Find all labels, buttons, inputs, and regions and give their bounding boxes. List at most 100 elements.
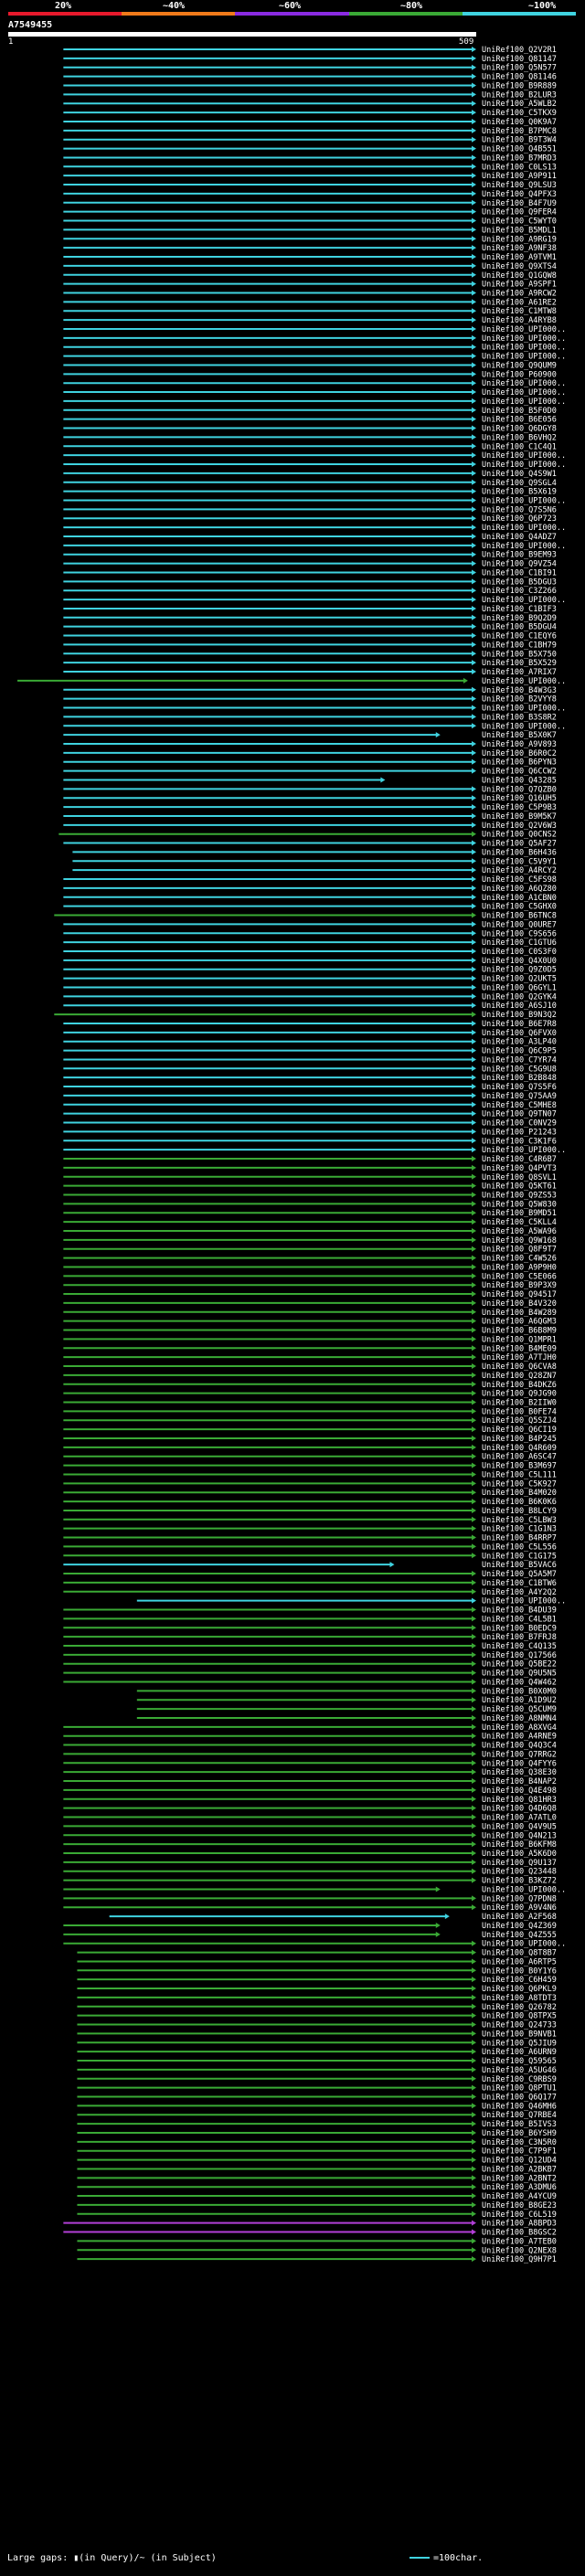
hit-row[interactable]: UniRef100_Q23448 — [63, 1868, 557, 1877]
hit-row[interactable]: UniRef100_C5E066 — [63, 1272, 557, 1281]
hit-row[interactable]: UniRef100_Q81HR3 — [63, 1796, 557, 1805]
hit-row[interactable]: UniRef100_B6E7R8 — [63, 1020, 557, 1029]
hit-row[interactable]: UniRef100_C4Q135 — [63, 1642, 557, 1651]
hit-row[interactable]: UniRef100_C6H459 — [77, 1976, 557, 1985]
hit-row[interactable]: UniRef100_B9T3W4 — [63, 136, 557, 145]
hit-row[interactable]: UniRef100_Q4Q3C4 — [63, 1742, 557, 1751]
hit-row[interactable]: UniRef100_B6R0C2 — [63, 749, 557, 758]
hit-row[interactable]: UniRef100_C5L556 — [63, 1542, 557, 1552]
hit-row[interactable]: UniRef100_A2BKB7 — [77, 2165, 557, 2174]
hit-row[interactable]: UniRef100_Q8SVL1 — [63, 1173, 557, 1182]
hit-row[interactable]: UniRef100_C3N5R0 — [77, 2138, 557, 2147]
hit-row[interactable]: UniRef100_Q2UKT5 — [63, 975, 557, 984]
hit-row[interactable]: UniRef100_Q8TPX5 — [77, 2012, 557, 2021]
hit-row[interactable]: UniRef100_Q7RBE4 — [77, 2111, 557, 2120]
hit-row[interactable]: UniRef100_B9EM93 — [63, 551, 557, 560]
hit-row[interactable]: UniRef100_C5G9U8 — [63, 1065, 557, 1074]
hit-row[interactable]: UniRef100_C0S3F0 — [63, 948, 557, 957]
hit-row[interactable]: UniRef100_Q6Q177 — [77, 2093, 557, 2102]
hit-row[interactable]: UniRef100_C1C4Q1 — [63, 442, 557, 451]
hit-row[interactable]: UniRef100_C1MTW8 — [63, 307, 557, 316]
hit-row[interactable]: UniRef100_C5TKX9 — [63, 109, 557, 118]
hit-row[interactable]: UniRef100_C4L5B1 — [63, 1615, 557, 1624]
hit-row[interactable]: UniRef100_Q4ADZ7 — [63, 533, 557, 542]
hit-row[interactable]: UniRef100_B6E056 — [63, 416, 557, 425]
hit-row[interactable]: UniRef100_UPI000.. — [63, 379, 566, 388]
hit-row[interactable]: UniRef100_C3Z266 — [63, 587, 557, 596]
hit-row[interactable]: UniRef100_Q4X0U0 — [63, 957, 557, 966]
hit-row[interactable]: UniRef100_B5MDL1 — [63, 226, 557, 235]
hit-row[interactable]: UniRef100_A5K6D0 — [63, 1850, 557, 1859]
hit-row[interactable]: UniRef100_C5LBW3 — [63, 1516, 557, 1525]
hit-row[interactable]: UniRef100_Q5A5M7 — [63, 1570, 557, 1579]
hit-row[interactable]: UniRef100_Q6GYL1 — [63, 983, 557, 992]
hit-row[interactable]: UniRef100_Q9H7P1 — [77, 2255, 557, 2264]
hit-row[interactable]: UniRef100_C1G1N3 — [63, 1525, 557, 1534]
hit-row[interactable]: UniRef100_Q6C9P5 — [63, 1047, 557, 1056]
hit-row[interactable]: UniRef100_A9TVM1 — [63, 253, 557, 262]
hit-row[interactable]: UniRef100_Q5W830 — [63, 1200, 557, 1209]
hit-row[interactable]: UniRef100_Q9ZS53 — [63, 1191, 557, 1200]
hit-row[interactable]: UniRef100_Q4W462 — [63, 1678, 557, 1687]
hit-row[interactable]: UniRef100_Q24733 — [77, 2021, 557, 2030]
hit-row[interactable]: UniRef100_Q4B551 — [63, 145, 557, 154]
hit-row[interactable]: UniRef100_Q6CVA8 — [63, 1362, 557, 1372]
hit-row[interactable]: UniRef100_B8GE23 — [77, 2201, 557, 2210]
hit-row[interactable]: UniRef100_C4R6B7 — [63, 1155, 557, 1164]
hit-row[interactable]: UniRef100_Q16UH5 — [63, 794, 557, 803]
hit-row[interactable]: UniRef100_B9Q2D9 — [63, 614, 557, 623]
hit-row[interactable]: UniRef100_C1EQY6 — [63, 632, 557, 641]
hit-row[interactable]: UniRef100_Q6PKL9 — [77, 1985, 557, 1994]
hit-row[interactable]: UniRef100_Q43285 — [63, 776, 557, 785]
hit-row[interactable]: UniRef100_A8BPD3 — [63, 2220, 557, 2229]
hit-row[interactable]: UniRef100_Q2V6W3 — [63, 822, 557, 831]
hit-row[interactable]: UniRef100_Q6P723 — [63, 514, 557, 524]
hit-row[interactable]: UniRef100_B9NVB1 — [77, 2030, 557, 2039]
hit-row[interactable]: UniRef100_UPI000.. — [63, 705, 566, 714]
hit-row[interactable]: UniRef100_Q0CNS2 — [58, 831, 557, 840]
hit-row[interactable]: UniRef100_Q2NEX8 — [77, 2246, 557, 2255]
hit-row[interactable]: UniRef100_Q5BE22 — [63, 1660, 557, 1670]
hit-row[interactable]: UniRef100_UPI000.. — [63, 1885, 566, 1894]
hit-row[interactable]: UniRef100_B5X619 — [63, 488, 557, 497]
hit-row[interactable]: UniRef100_B0FE74 — [63, 1407, 557, 1416]
hit-row[interactable]: UniRef100_Q0URE7 — [63, 920, 557, 929]
hit-row[interactable]: UniRef100_A7TJH0 — [63, 1353, 557, 1362]
hit-row[interactable]: UniRef100_A8TDT3 — [77, 1994, 557, 2003]
hit-row[interactable]: UniRef100_Q94517 — [63, 1290, 557, 1299]
hit-row[interactable]: UniRef100_A6URN9 — [77, 2048, 557, 2057]
hit-row[interactable]: UniRef100_B8GSC2 — [63, 2229, 557, 2238]
hit-row[interactable]: UniRef100_B3M697 — [63, 1462, 557, 1471]
hit-row[interactable]: UniRef100_Q4E498 — [63, 1786, 557, 1796]
hit-row[interactable]: UniRef100_C9S656 — [63, 929, 557, 938]
hit-row[interactable]: UniRef100_Q9VZ54 — [63, 560, 557, 569]
hit-row[interactable]: UniRef100_A3DMU6 — [77, 2183, 557, 2192]
hit-row[interactable]: UniRef100_Q9TN07 — [63, 1110, 557, 1119]
hit-row[interactable]: UniRef100_C5P9B3 — [63, 803, 557, 812]
hit-row[interactable]: UniRef100_C5MHE8 — [63, 1101, 557, 1110]
hit-row[interactable]: UniRef100_UPI000.. — [63, 353, 566, 362]
hit-row[interactable]: UniRef100_Q7RRG2 — [63, 1750, 557, 1759]
hit-row[interactable]: UniRef100_B5F0D0 — [63, 407, 557, 416]
hit-row[interactable]: UniRef100_A8XVG4 — [63, 1723, 557, 1733]
hit-row[interactable]: UniRef100_Q9U137 — [63, 1859, 557, 1868]
hit-row[interactable]: UniRef100_B2B848 — [63, 1074, 557, 1083]
hit-row[interactable]: UniRef100_C0NV29 — [63, 1119, 557, 1129]
hit-row[interactable]: UniRef100_Q7S5F6 — [63, 1083, 557, 1092]
hit-row[interactable]: UniRef100_B0Y1Y6 — [77, 1966, 557, 1976]
hit-row[interactable]: UniRef100_Q8PTU1 — [77, 2084, 557, 2094]
hit-row[interactable]: UniRef100_Q12UD4 — [77, 2157, 557, 2166]
hit-row[interactable]: UniRef100_Q28ZN7 — [63, 1372, 557, 1381]
hit-row[interactable]: UniRef100_C7YR74 — [63, 1055, 557, 1065]
hit-row[interactable]: UniRef100_Q9XTS4 — [63, 262, 557, 271]
hit-row[interactable]: UniRef100_A4RCY2 — [72, 866, 557, 875]
hit-row[interactable]: UniRef100_B0X0M0 — [136, 1687, 557, 1696]
hit-row[interactable]: UniRef100_A6QGM3 — [63, 1318, 557, 1327]
hit-row[interactable]: UniRef100_UPI000.. — [63, 1146, 566, 1155]
hit-row[interactable]: UniRef100_UPI000.. — [63, 542, 566, 551]
hit-row[interactable]: UniRef100_B9MD51 — [63, 1209, 557, 1218]
hit-row[interactable]: UniRef100_B9P3X9 — [63, 1281, 557, 1290]
hit-row[interactable]: UniRef100_Q5AF27 — [63, 840, 557, 849]
hit-row[interactable]: UniRef100_A6QZ80 — [63, 885, 557, 894]
hit-row[interactable]: UniRef100_Q6DGY8 — [63, 425, 557, 434]
